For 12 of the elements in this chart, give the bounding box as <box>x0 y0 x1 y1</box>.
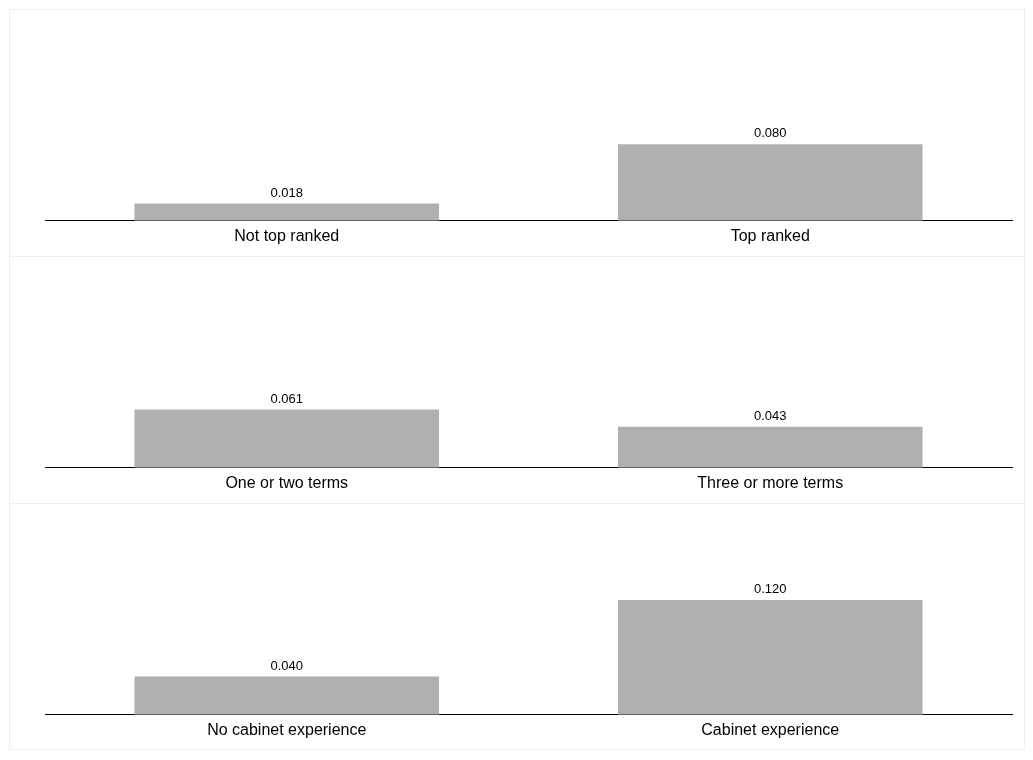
data-label: 0.040 <box>270 657 304 673</box>
x-tick-label: Three or more terms <box>697 473 844 491</box>
x-tick-label: Not top ranked <box>234 226 340 244</box>
data-label: 0.018 <box>270 184 304 200</box>
x-tick-label: One or two terms <box>225 473 349 491</box>
data-label: 0.080 <box>753 125 787 141</box>
data-label: 0.120 <box>753 581 787 597</box>
x-tick-label: Top ranked <box>730 226 810 244</box>
x-tick-label: Cabinet experience <box>701 720 840 738</box>
x-tick-label: No cabinet experience <box>207 720 367 738</box>
data-label: 0.061 <box>270 390 304 406</box>
data-label: 0.043 <box>753 407 787 423</box>
